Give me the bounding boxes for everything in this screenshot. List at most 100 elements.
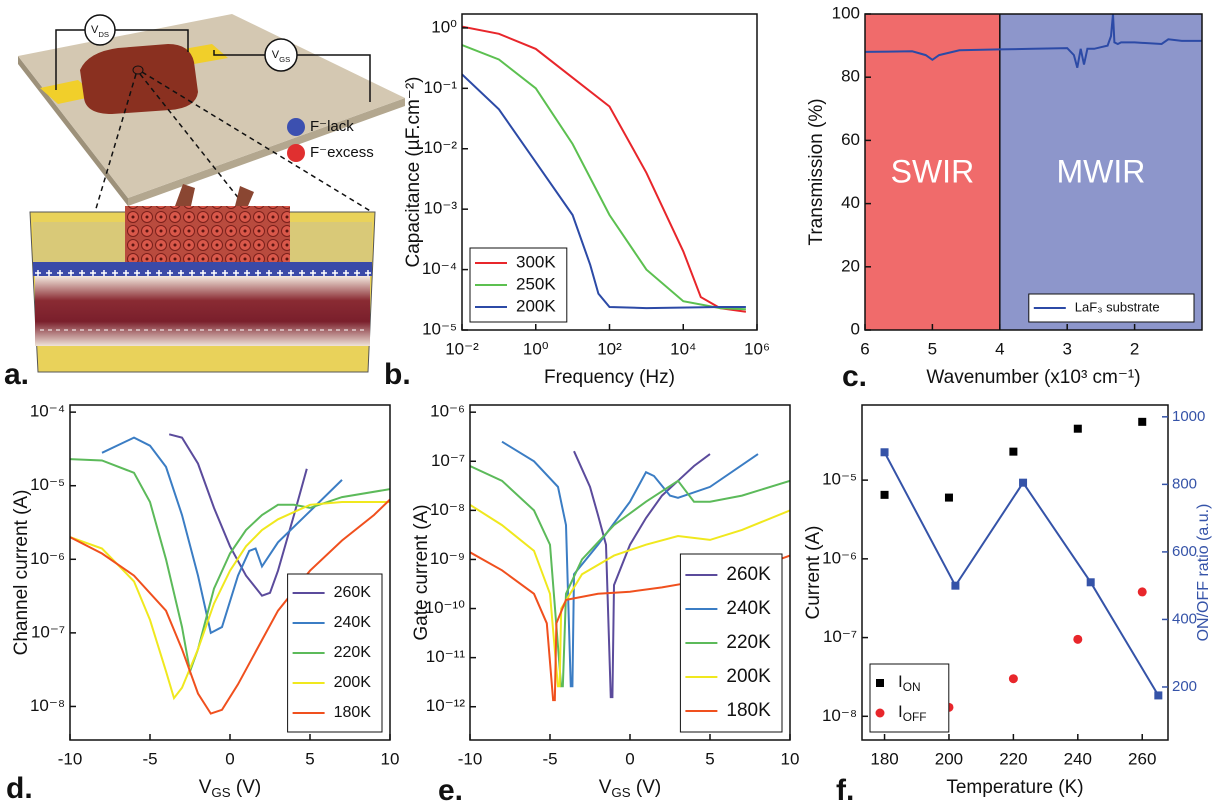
label: VGS (272, 49, 290, 64)
y-tick-label: 10⁻⁸ (822, 706, 857, 725)
y-tick-label: 40 (841, 193, 860, 212)
x-axis-label: VGS (V) (599, 777, 662, 800)
y-tick-label: 10⁻⁵ (30, 475, 65, 494)
y-tick-label: 10⁻⁶ (30, 549, 65, 568)
y-tick-label: 10⁻³ (423, 199, 457, 218)
point (1086, 578, 1095, 587)
series-line (70, 501, 390, 701)
series-line (470, 503, 790, 688)
chart: 10⁻² 10⁰ 10² 10⁴ 10⁶ 10⁻⁵ 10⁻⁴ 10⁻³ 10⁻² 10⁻¹ 10⁰ F… (384, 13, 770, 391)
x-tick-label: 10⁰ (523, 339, 549, 358)
y-axis-label: Capacitance (µF.cm⁻²) (403, 77, 424, 268)
series-line (865, 14, 1202, 68)
plot-frame (864, 13, 1203, 331)
panel-label: b. (384, 358, 411, 391)
panel-label: d. (6, 772, 33, 805)
legend-label: 200K (516, 296, 556, 315)
y-tick-label: 60 (841, 130, 860, 149)
region-label: MWIR (1056, 153, 1145, 189)
x-tick-label: -10 (458, 749, 483, 768)
label: F⁻excess (310, 144, 374, 161)
x-tick-label: 240 (1064, 749, 1092, 768)
y2-tick-label: 1000 (1172, 408, 1205, 425)
legend-label: 200K (334, 674, 372, 691)
legend-label: 250K (516, 274, 556, 293)
point (1009, 447, 1018, 456)
meter (84, 14, 116, 46)
y-tick-label: 10⁻¹² (426, 696, 466, 715)
y-tick-label: 10⁻⁴ (30, 402, 65, 421)
series-line (168, 433, 308, 597)
plot (865, 14, 1202, 68)
y-tick-label: 10⁰ (431, 17, 457, 36)
legend-label: 180K (334, 704, 372, 721)
slab-side (18, 56, 128, 206)
legend-label: IOFF (898, 702, 927, 724)
x-tick-label: -5 (542, 749, 557, 768)
x-tick-label: 0 (625, 749, 634, 768)
series-line (462, 25, 747, 313)
x-tick-label: 0 (225, 749, 234, 768)
point (944, 493, 953, 502)
y-tick-label: 10⁻⁶ (822, 548, 857, 567)
legend-label: 220K (726, 632, 771, 653)
x-tick-label: 220 (999, 749, 1027, 768)
label: VDS (91, 24, 109, 39)
x-tick-label: 180 (870, 749, 898, 768)
x-tick-label: 10 (781, 749, 800, 768)
point (1073, 424, 1082, 433)
y2-tick-label: 800 (1172, 475, 1197, 492)
y-tick-label: 10⁻² (423, 138, 457, 157)
y-tick-label: 20 (841, 256, 860, 275)
y2-tick-label: 400 (1172, 610, 1197, 627)
x-tick-label: 3 (1062, 339, 1071, 358)
legend-label: 180K (726, 700, 771, 721)
y-tick-label: 10⁻⁴ (422, 259, 457, 278)
x-axis-label: VGS (V) (199, 777, 262, 800)
series-line (501, 440, 759, 688)
gate-blob (175, 184, 254, 206)
y-tick-label: 10⁻⁷ (431, 451, 465, 470)
x-tick-label: 6 (860, 339, 869, 358)
series-line (70, 458, 390, 676)
y2-axis-label: ON/OFF ratio (a.u.) (1195, 504, 1212, 642)
point (1137, 587, 1147, 597)
y-tick-label: 10⁻⁷ (31, 622, 65, 641)
point (880, 490, 889, 499)
panel-label: f. (836, 774, 854, 807)
x-tick-label: 10⁶ (744, 339, 770, 358)
point (1019, 478, 1028, 487)
wire (55, 29, 189, 90)
point (1154, 691, 1163, 700)
y-tick-label: 10⁻⁸ (430, 500, 465, 519)
region (865, 14, 1000, 330)
y-tick-label: 10⁻⁹ (430, 549, 465, 568)
panel-label: e. (438, 774, 463, 807)
y-tick-label: 10⁻¹⁰ (425, 598, 466, 617)
series-line (470, 465, 790, 688)
legend-label: 240K (334, 614, 372, 631)
point (1073, 634, 1083, 644)
x-axis-label: Frequency (Hz) (544, 367, 675, 388)
legend-box (869, 663, 950, 733)
legend-label: ION (898, 672, 921, 694)
x-tick-label: 5 (305, 749, 314, 768)
y-tick-label: 10⁻⁵ (822, 470, 857, 489)
region-label: SWIR (891, 153, 975, 189)
wire (213, 50, 371, 102)
legend-label: 220K (334, 644, 372, 661)
meter (264, 38, 298, 72)
x-tick-label: 10 (381, 749, 400, 768)
label: F⁻lack (310, 118, 354, 135)
x-axis-label: Temperature (K) (946, 777, 1083, 798)
series-line (101, 436, 343, 635)
legend-label: LaF₃ substrate (1075, 299, 1160, 314)
legend-dot (287, 144, 305, 162)
plot (70, 433, 390, 715)
series-line (883, 451, 1160, 696)
y-axis-label: Current (A) (803, 526, 824, 620)
x-tick-label: 5 (928, 339, 937, 358)
chart: -10 -5 0 5 10 10⁻⁸ 10⁻⁷ 10⁻⁶ 10⁻⁵ 10⁻⁴ VGS (V) Chan… (6, 402, 399, 805)
layer (33, 262, 372, 276)
